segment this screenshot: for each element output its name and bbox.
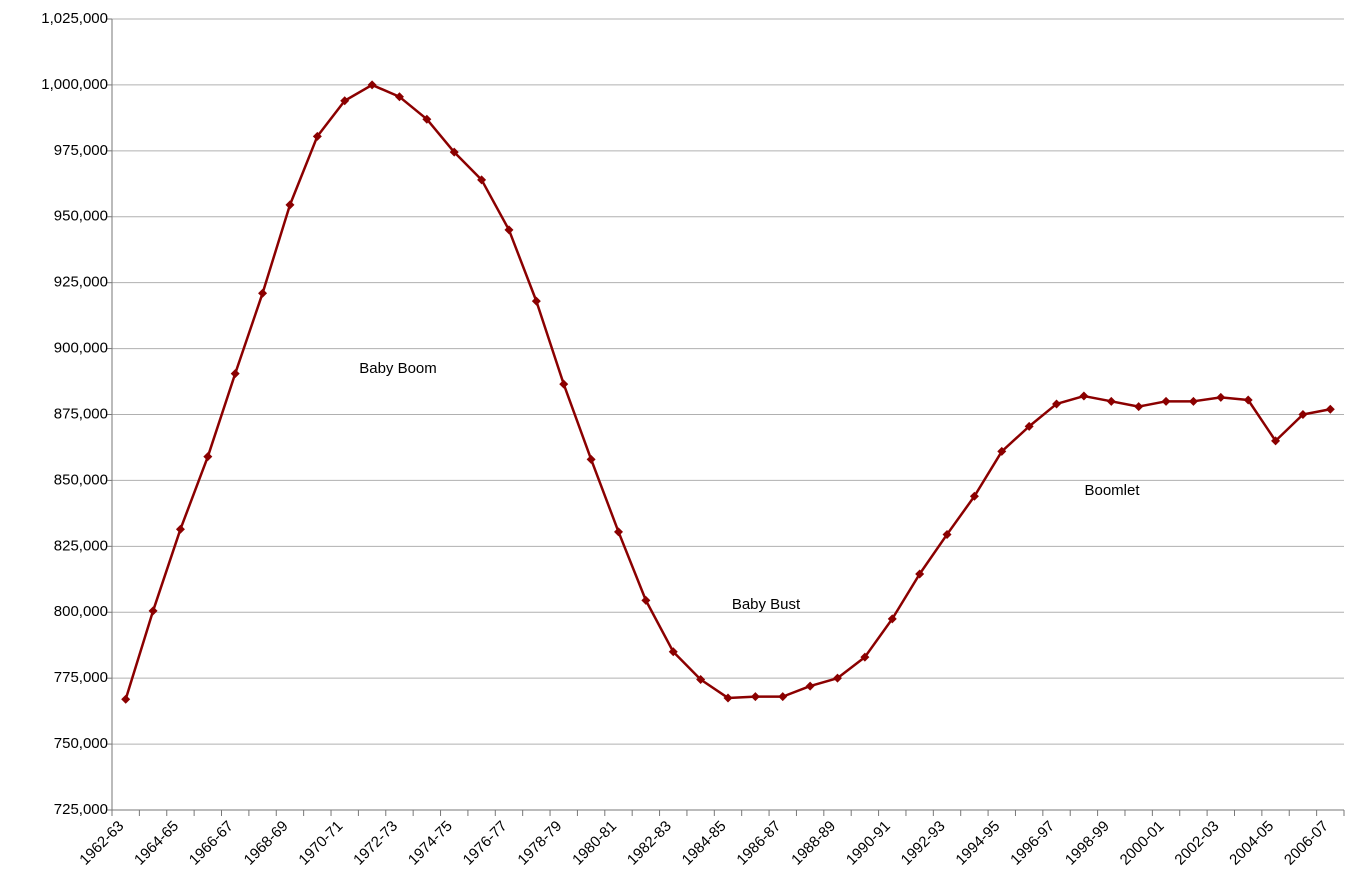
marker — [1079, 391, 1089, 401]
marker — [148, 606, 158, 616]
marker — [750, 692, 760, 702]
marker — [477, 175, 487, 185]
marker — [449, 147, 459, 157]
x-tick-label: 1964-65 — [131, 818, 182, 869]
marker — [1024, 421, 1034, 431]
x-tick-label: 1994-95 — [952, 818, 1003, 869]
x-tick-label: 1970-71 — [295, 818, 346, 869]
y-tick-label: 1,000,000 — [41, 76, 108, 93]
marker — [860, 652, 870, 662]
marker — [258, 288, 268, 298]
marker — [504, 225, 514, 235]
marker — [723, 693, 733, 703]
y-tick-label: 800,000 — [54, 603, 108, 620]
marker — [1106, 396, 1116, 406]
marker — [559, 379, 569, 389]
x-tick-label: 1996-97 — [1007, 818, 1058, 869]
x-tick-label: 1990-91 — [843, 818, 894, 869]
x-tick-label: 2004-05 — [1226, 818, 1277, 869]
marker — [805, 681, 815, 691]
x-tick-label: 1974-75 — [405, 818, 456, 869]
marker — [121, 694, 131, 704]
x-tick-label: 2006-07 — [1281, 818, 1332, 869]
x-tick-label: 1968-69 — [241, 818, 292, 869]
y-tick-label: 750,000 — [54, 735, 108, 752]
y-tick-label: 875,000 — [54, 405, 108, 422]
y-tick-label: 725,000 — [54, 801, 108, 818]
x-tick-label: 1984-85 — [679, 818, 730, 869]
y-tick-label: 825,000 — [54, 537, 108, 554]
x-tick-label: 2002-03 — [1171, 818, 1222, 869]
x-tick-label: 1998-99 — [1062, 818, 1113, 869]
marker — [1216, 392, 1226, 402]
x-tick-label: 1980-81 — [569, 818, 620, 869]
x-tick-label: 1972-73 — [350, 818, 401, 869]
marker — [394, 92, 404, 102]
marker — [367, 80, 377, 90]
marker — [1052, 399, 1062, 409]
annotation: Boomlet — [1084, 482, 1140, 499]
y-tick-label: 925,000 — [54, 274, 108, 291]
marker — [340, 96, 350, 106]
y-tick-label: 900,000 — [54, 340, 108, 357]
x-tick-label: 1982-83 — [624, 818, 675, 869]
marker — [1325, 404, 1335, 414]
y-tick-label: 850,000 — [54, 471, 108, 488]
line — [124, 83, 1331, 700]
marker — [613, 527, 623, 537]
annotation: Baby Boom — [359, 360, 437, 377]
x-tick-label: 2000-01 — [1117, 818, 1168, 869]
marker — [668, 647, 678, 657]
x-tick-label: 1988-89 — [788, 818, 839, 869]
x-tick-label: 1966-67 — [186, 818, 237, 869]
annotation: Baby Bust — [732, 596, 801, 613]
marker — [641, 595, 651, 605]
x-tick-label: 1962-63 — [76, 818, 127, 869]
marker — [1298, 410, 1308, 419]
marker — [942, 529, 952, 539]
y-tick-label: 775,000 — [54, 669, 108, 686]
marker — [285, 200, 295, 210]
y-tick-label: 975,000 — [54, 142, 108, 159]
marker — [175, 524, 185, 534]
marker — [1188, 396, 1198, 406]
marker — [997, 446, 1007, 456]
marker — [203, 452, 213, 462]
marker — [1271, 436, 1281, 446]
marker — [422, 114, 432, 124]
marker — [696, 674, 706, 684]
marker — [312, 131, 322, 141]
y-tick-label: 950,000 — [54, 208, 108, 225]
marker — [915, 569, 925, 579]
marker — [586, 454, 596, 464]
x-tick-label: 1986-87 — [733, 818, 784, 869]
marker — [531, 296, 541, 306]
marker — [1161, 396, 1171, 406]
marker — [230, 369, 240, 379]
y-tick-label: 1,025,000 — [41, 10, 108, 27]
x-tick-label: 1992-93 — [898, 818, 949, 869]
marker — [1134, 402, 1144, 412]
marker — [833, 673, 843, 683]
marker — [778, 692, 788, 702]
x-tick-label: 1976-77 — [460, 818, 511, 869]
x-tick-label: 1978-79 — [514, 818, 565, 869]
marker — [969, 491, 979, 501]
marker — [887, 614, 897, 624]
marker — [1243, 395, 1253, 405]
